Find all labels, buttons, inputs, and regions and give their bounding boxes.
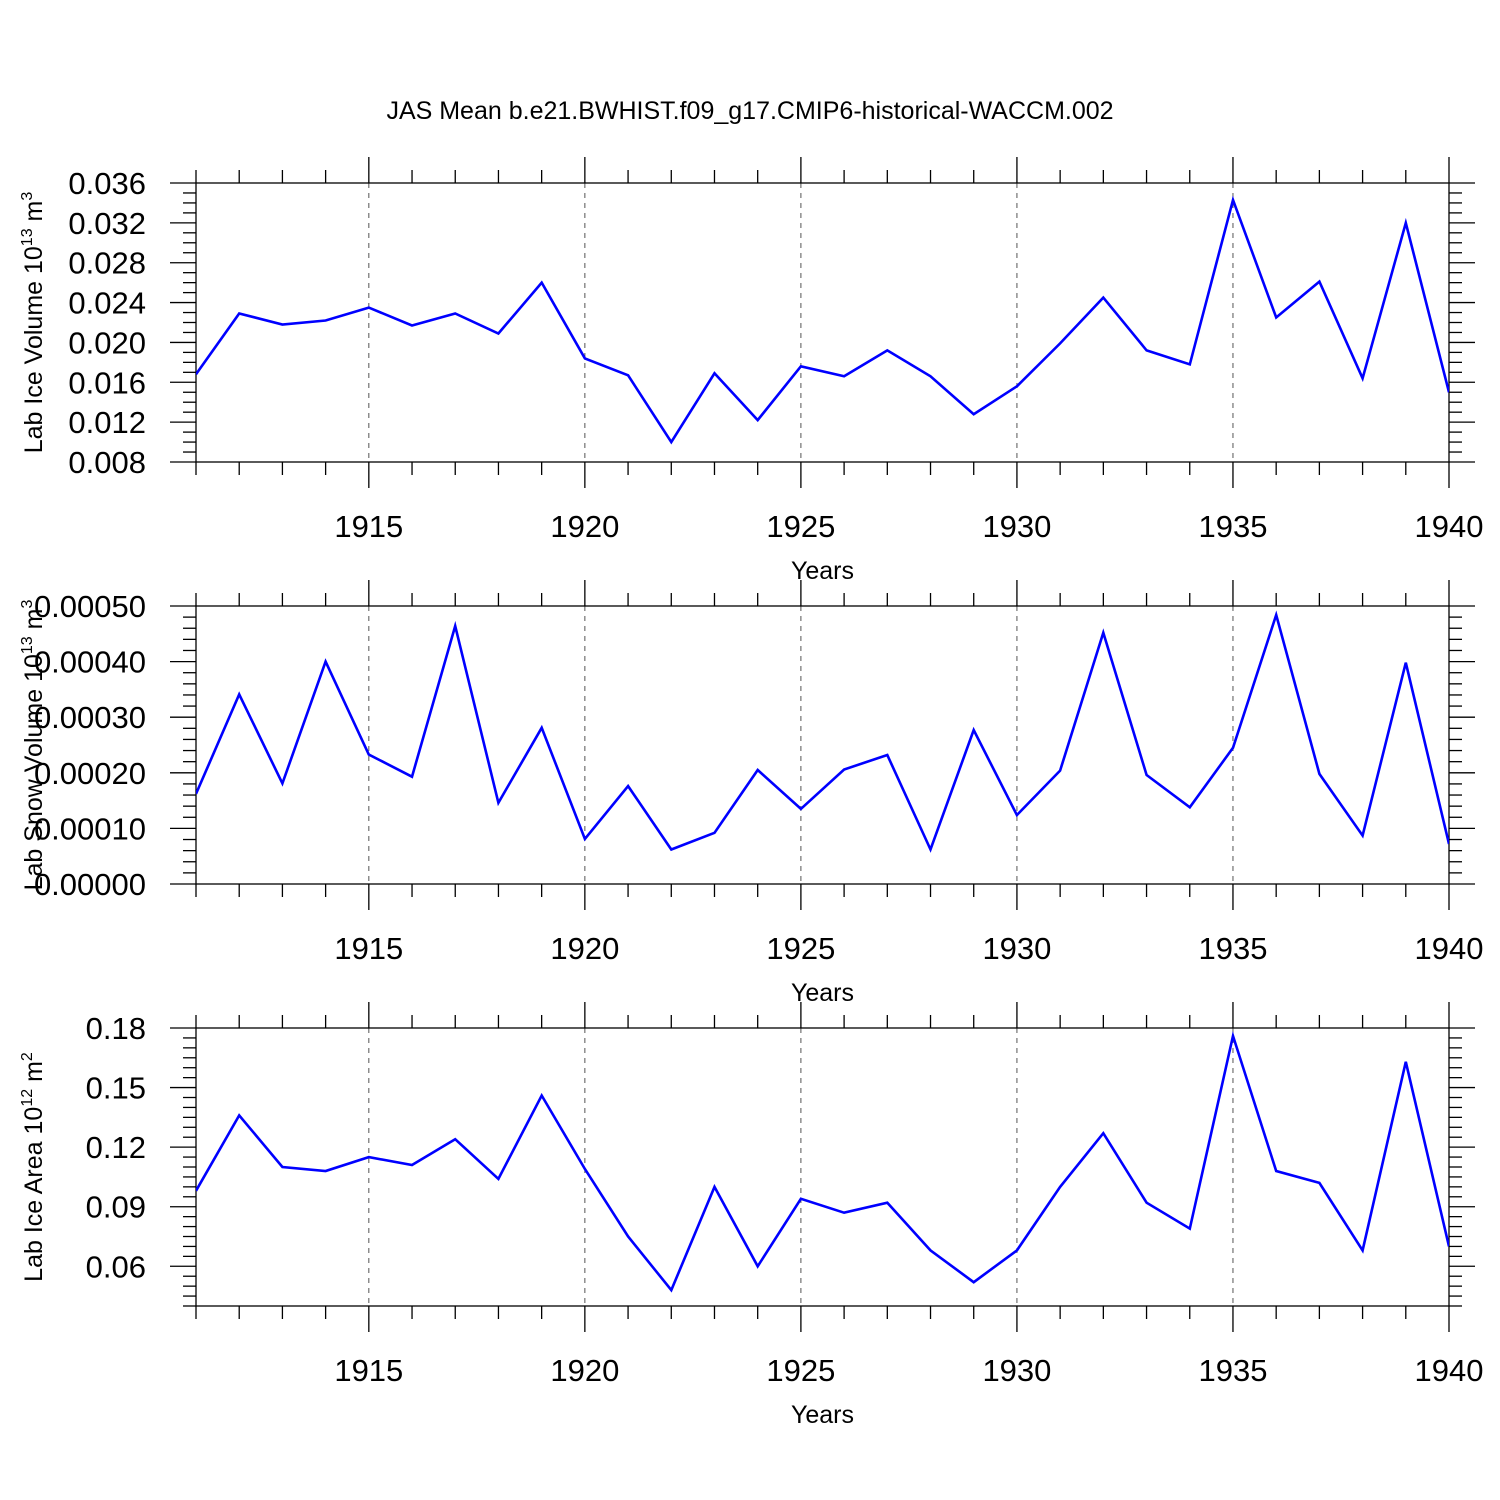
plot-frame [195, 1027, 1450, 1307]
x-tick-label: 1935 [1198, 931, 1267, 966]
x-axis-label: Years [791, 1401, 854, 1429]
y-tick-label: 0.00000 [34, 867, 146, 902]
y-axis-label: Lab Ice Volume 1013 m3 [19, 192, 48, 454]
y-axis-label: Lab Snow Volume 1013 m3 [19, 600, 48, 891]
y-tick-label: 0.00010 [34, 811, 146, 846]
series-line [196, 195, 1449, 445]
x-tick-label: 1935 [1198, 1353, 1267, 1388]
y-tick-label: 0.028 [68, 246, 146, 281]
y-tick-label: 0.024 [68, 286, 146, 321]
plot-frame [195, 605, 1450, 885]
y-tick-label: 0.016 [68, 365, 146, 400]
plot-frame [195, 182, 1450, 463]
panel-2: 0.00000 0.00010 0.00020 0.00030 0.00040 0.000… [19, 580, 1483, 1007]
y-tick-label: 0.06 [86, 1249, 146, 1284]
y-tick-label: 0.00040 [34, 645, 146, 680]
y-tick-label: 0.09 [86, 1190, 146, 1225]
x-tick-label: 1940 [1415, 1353, 1484, 1388]
series-line [196, 1030, 1449, 1293]
panel-3: 0.06 0.09 0.12 0.15 0.18 1915 1920 1925 1930 1935… [19, 1002, 1483, 1429]
x-tick-label: 1935 [1198, 509, 1267, 544]
x-tick-label: 1940 [1415, 509, 1484, 544]
y-tick-label: 0.12 [86, 1130, 146, 1165]
y-tick-label: 0.00050 [34, 589, 146, 624]
y-tick-label: 0.15 [86, 1071, 146, 1106]
y-tick-label: 0.032 [68, 206, 146, 241]
chart-title: JAS Mean b.e21.BWHIST.f09_g17.CMIP6-hist… [386, 97, 1113, 125]
x-tick-label: 1930 [982, 509, 1051, 544]
x-tick-label: 1925 [766, 509, 835, 544]
x-tick-label: 1940 [1415, 931, 1484, 966]
y-tick-label: 0.036 [68, 166, 146, 201]
y-tick-label: 0.00030 [34, 700, 146, 735]
x-tick-label: 1920 [550, 931, 619, 966]
x-tick-label: 1930 [982, 931, 1051, 966]
y-axis-label: Lab Ice Area 1012 m2 [19, 1052, 48, 1282]
x-tick-label: 1915 [334, 931, 403, 966]
panel-1: 0.008 0.012 0.016 0.020 0.024 0.028 0.032 0.036… [19, 157, 1483, 585]
x-tick-label: 1925 [766, 1353, 835, 1388]
y-tick-label: 0.18 [86, 1011, 146, 1046]
x-tick-label: 1920 [550, 1353, 619, 1388]
y-tick-label: 0.012 [68, 405, 146, 440]
x-tick-label: 1925 [766, 931, 835, 966]
x-tick-label: 1930 [982, 1353, 1051, 1388]
y-tick-label: 0.020 [68, 325, 146, 360]
x-tick-label: 1915 [334, 1353, 403, 1388]
panels: 0.008 0.012 0.016 0.020 0.024 0.028 0.032 0.036… [19, 157, 1483, 1429]
x-tick-label: 1920 [550, 509, 619, 544]
x-tick-label: 1915 [334, 509, 403, 544]
series-line [196, 610, 1449, 853]
y-tick-label: 0.00020 [34, 756, 146, 791]
y-tick-label: 0.008 [68, 445, 146, 480]
